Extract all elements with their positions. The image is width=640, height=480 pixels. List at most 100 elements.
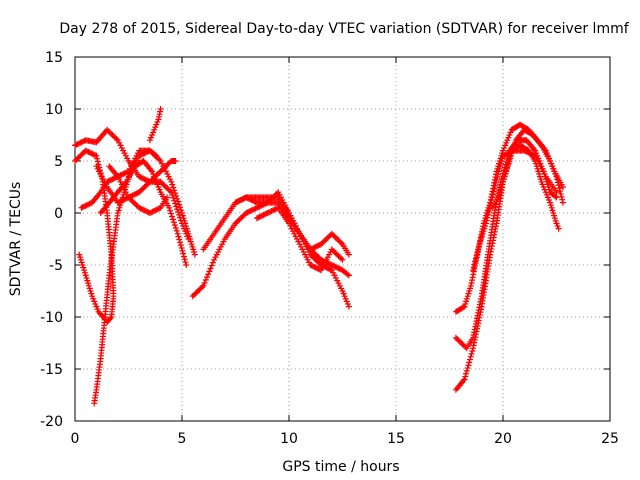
data-point <box>121 170 128 177</box>
data-point <box>138 206 145 213</box>
data-point <box>74 141 81 148</box>
data-point <box>335 265 342 272</box>
data-point <box>554 179 561 186</box>
data-point <box>236 197 243 204</box>
data-point <box>257 213 264 220</box>
data-point <box>141 176 148 183</box>
data-point <box>94 155 101 162</box>
data-point <box>312 243 319 250</box>
data-point <box>109 176 116 183</box>
data-point <box>152 207 159 214</box>
data-point <box>345 303 352 310</box>
data-point <box>93 152 100 159</box>
data-point <box>244 209 251 216</box>
data-point <box>487 203 494 210</box>
data-point <box>124 169 131 176</box>
chart-title: Day 278 of 2015, Sidereal Day-to-day VTE… <box>59 21 629 37</box>
data-point <box>169 213 176 220</box>
data-point <box>328 262 335 268</box>
data-point <box>90 151 97 158</box>
data-point <box>169 181 176 188</box>
data-point <box>233 198 240 205</box>
data-point <box>494 174 501 181</box>
data-point <box>489 194 496 201</box>
data-point <box>331 263 338 270</box>
data-point <box>79 204 86 211</box>
data-point <box>465 362 472 369</box>
data-point <box>114 199 121 206</box>
data-point <box>154 206 161 213</box>
data-point <box>205 271 212 278</box>
data-point <box>80 138 87 145</box>
data-point <box>172 190 179 197</box>
data-point <box>312 264 319 271</box>
data-point <box>263 210 270 217</box>
data-point <box>466 356 473 363</box>
data-point <box>307 262 314 268</box>
data-point <box>245 195 252 202</box>
data-point <box>315 265 322 272</box>
data-point <box>85 148 92 155</box>
data-point <box>248 207 255 214</box>
data-point <box>308 262 315 269</box>
data-point <box>136 173 143 180</box>
data-point <box>493 177 500 184</box>
data-point <box>521 147 528 154</box>
data-point <box>174 230 181 237</box>
y-tick-label: 5 <box>54 154 63 170</box>
data-point <box>137 205 144 212</box>
data-point <box>117 198 124 205</box>
data-point <box>469 348 476 355</box>
data-point <box>239 196 246 203</box>
data-point <box>555 182 562 189</box>
data-point <box>168 210 175 217</box>
data-point <box>492 182 499 189</box>
data-point <box>509 148 516 155</box>
data-point <box>141 207 148 214</box>
data-point <box>248 197 255 203</box>
data-point <box>251 198 258 205</box>
axis-ticks <box>74 56 611 422</box>
data-point <box>81 203 88 210</box>
data-point <box>249 197 256 204</box>
series-arc-13 <box>232 189 352 258</box>
data-point <box>522 148 529 155</box>
data-point <box>157 106 164 112</box>
data-point <box>338 255 345 262</box>
data-point <box>243 194 250 201</box>
data-point <box>146 210 153 216</box>
y-tick-label: 10 <box>45 102 63 118</box>
data-point <box>311 244 318 251</box>
data-point <box>315 242 322 249</box>
data-point <box>113 135 120 142</box>
data-point <box>462 343 469 350</box>
data-point <box>206 268 213 275</box>
data-point <box>136 204 143 211</box>
data-point <box>108 176 115 183</box>
data-point <box>171 187 178 194</box>
data-point <box>508 148 515 155</box>
data-point <box>121 196 128 203</box>
data-point <box>490 191 497 198</box>
data-point <box>524 148 531 155</box>
tick-labels: 0 5 10 15 20 25 -20 -15 -10 -5 0 5 10 15 <box>40 50 619 447</box>
y-tick-label: 0 <box>54 206 63 222</box>
data-point <box>129 192 136 199</box>
data-point <box>169 216 176 223</box>
data-point <box>164 194 171 201</box>
data-point <box>311 263 318 270</box>
data-point <box>559 196 566 203</box>
data-point <box>490 188 497 195</box>
data-point <box>232 199 239 206</box>
data-point <box>558 193 565 200</box>
data-point <box>462 373 469 380</box>
data-point <box>526 150 533 157</box>
data-point <box>482 220 489 227</box>
data-point <box>327 261 334 268</box>
data-point <box>252 205 259 212</box>
data-point <box>553 189 560 196</box>
data-point <box>73 141 80 148</box>
data-point <box>324 265 331 272</box>
data-point <box>156 156 163 163</box>
